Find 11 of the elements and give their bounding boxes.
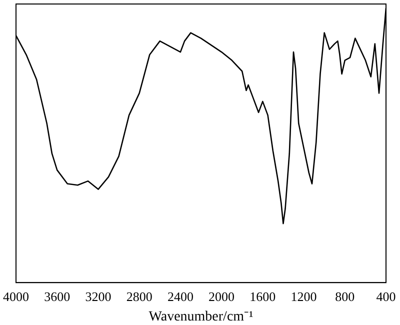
x-tick-label: 1600 bbox=[250, 288, 276, 304]
x-tick-label: 4000 bbox=[3, 288, 29, 304]
x-tick-label: 2000 bbox=[208, 288, 235, 304]
x-tick-label: 2400 bbox=[167, 288, 194, 304]
x-tick-label: 1200 bbox=[290, 288, 317, 304]
x-tick-label: 2800 bbox=[126, 288, 152, 304]
x-tick-label: 800 bbox=[335, 288, 355, 304]
x-axis-title: Wavenumber/cm⁻¹ bbox=[148, 309, 254, 324]
x-tick-label: 400 bbox=[376, 288, 396, 304]
x-tick-label: 3600 bbox=[44, 288, 70, 304]
x-tick-label: 3200 bbox=[85, 288, 112, 304]
